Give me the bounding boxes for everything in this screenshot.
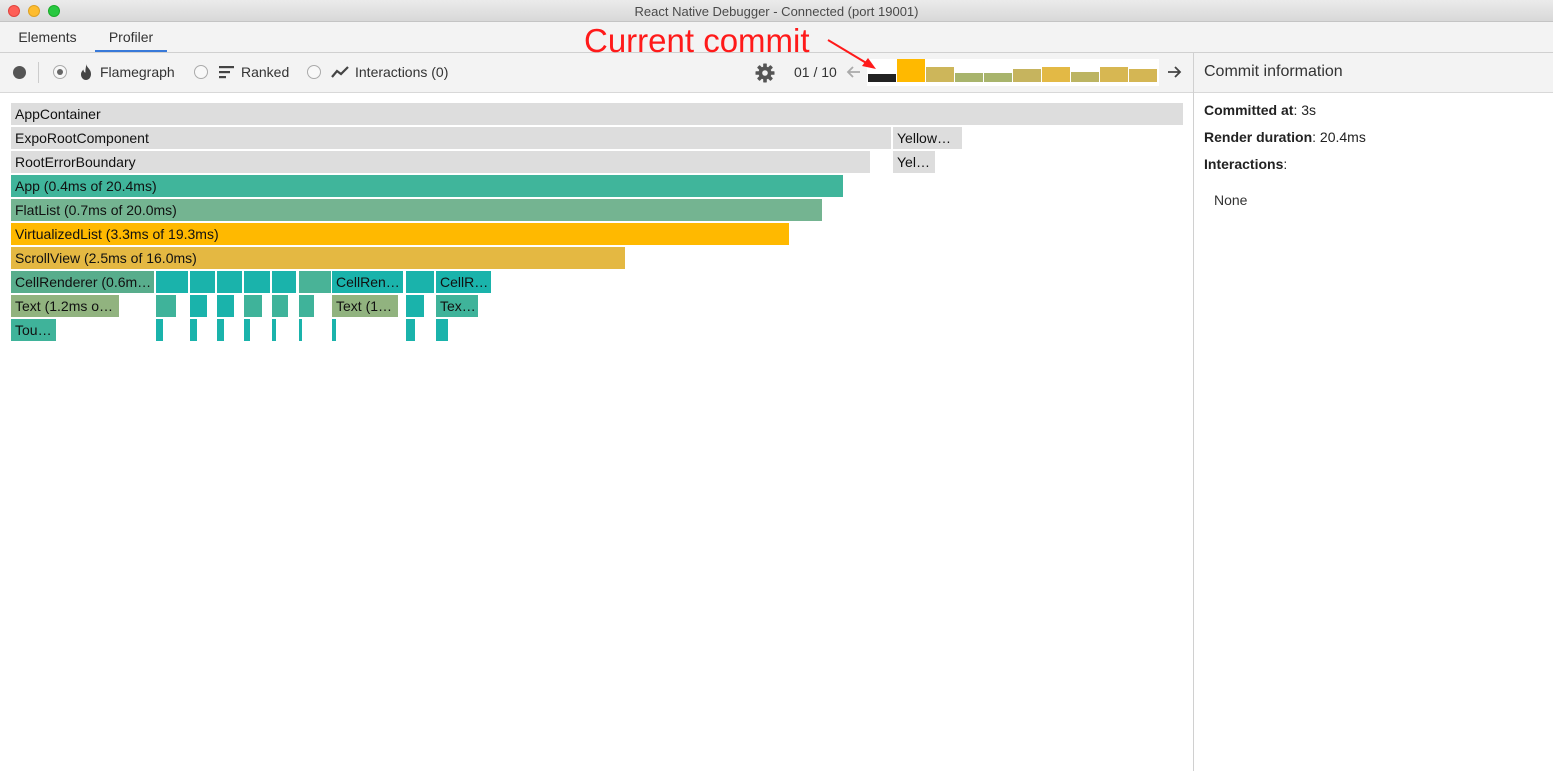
interactions-colon: : — [1283, 156, 1288, 172]
tab-elements[interactable]: Elements — [18, 29, 77, 45]
flamegraph-node[interactable]: VirtualizedList (3.3ms of 19.3ms) — [11, 223, 789, 245]
flamegraph-node[interactable] — [217, 271, 242, 293]
flamegraph-node[interactable]: Yellow… — [893, 127, 962, 149]
flamegraph-node[interactable]: CellRen… — [332, 271, 403, 293]
flamegraph-node[interactable] — [406, 295, 424, 317]
window-title: React Native Debugger - Connected (port … — [634, 4, 919, 19]
flamegraph-node[interactable]: ExpoRootComponent — [11, 127, 891, 149]
flamegraph-node[interactable] — [156, 319, 163, 341]
flamegraph-chart: AppContainer ExpoRootComponent Yellow… Root… — [0, 93, 1193, 771]
commit-bar[interactable] — [897, 59, 925, 82]
flamegraph-node[interactable]: Text (1… — [332, 295, 398, 317]
flamegraph-node[interactable] — [299, 271, 331, 293]
commit-bar[interactable] — [1013, 69, 1041, 82]
flamegraph-node[interactable] — [244, 271, 270, 293]
interactions-heading: Interactions — [1204, 156, 1284, 172]
close-window-button[interactable] — [8, 5, 20, 17]
next-commit-arrow-icon[interactable] — [1165, 63, 1183, 81]
title-bar: React Native Debugger - Connected (port … — [0, 0, 1553, 22]
committed-at-row: Committed at: 3s — [1204, 102, 1316, 118]
toolbar-divider — [38, 62, 39, 83]
flamegraph-node[interactable]: CellR… — [436, 271, 491, 293]
flamegraph-node[interactable]: App (0.4ms of 20.4ms) — [11, 175, 843, 197]
commit-bar[interactable] — [955, 73, 983, 82]
annotation-arrow-icon — [827, 39, 876, 69]
flamegraph-node[interactable] — [299, 295, 314, 317]
flamegraph-node[interactable] — [244, 295, 262, 317]
flamegraph-node[interactable] — [190, 271, 215, 293]
flamegraph-node[interactable]: Tex… — [436, 295, 478, 317]
current-commit-annotation: Current commit — [584, 22, 810, 59]
flamegraph-node[interactable] — [156, 295, 176, 317]
commit-bar[interactable] — [1129, 69, 1157, 82]
flamegraph-node[interactable]: Tou… — [11, 319, 56, 341]
interactions-none: None — [1214, 192, 1248, 208]
flamegraph-node[interactable]: Text (1.2ms o… — [11, 295, 119, 317]
flamegraph-node[interactable] — [406, 319, 415, 341]
flamegraph-node[interactable] — [299, 319, 302, 341]
flamegraph-node[interactable] — [190, 295, 207, 317]
interactions-icon — [331, 66, 349, 78]
flamegraph-node[interactable] — [332, 319, 336, 341]
commit-bar[interactable] — [926, 67, 954, 82]
interactions-row: Interactions: — [1204, 156, 1287, 172]
zoom-window-button[interactable] — [48, 5, 60, 17]
flamegraph-node[interactable] — [406, 271, 434, 293]
flamegraph-node[interactable] — [436, 319, 448, 341]
ranked-icon — [219, 66, 234, 79]
flamegraph-node[interactable] — [272, 295, 288, 317]
flamegraph-node[interactable]: CellRenderer (0.6m… — [11, 271, 154, 293]
commit-counter: 01 / 10 — [794, 64, 837, 80]
flamegraph-node[interactable]: Yel… — [893, 151, 935, 173]
flamegraph-node[interactable] — [272, 319, 276, 341]
flamegraph-node[interactable] — [156, 271, 188, 293]
flamegraph-node[interactable] — [190, 319, 197, 341]
commit-selector[interactable] — [867, 59, 1159, 86]
commit-bar[interactable] — [1100, 67, 1128, 82]
flamegraph-node[interactable] — [272, 271, 296, 293]
flamegraph-node[interactable] — [244, 319, 250, 341]
commit-bar[interactable] — [984, 73, 1012, 82]
devtools-tabs: Elements Profiler — [0, 22, 1553, 53]
gear-icon[interactable] — [755, 63, 775, 83]
profiler-toolbar: Flamegraph Ranked Interactions (0) 01 / … — [0, 53, 1193, 93]
flame-icon — [81, 64, 91, 80]
ranked-label[interactable]: Ranked — [241, 64, 290, 80]
flamegraph-label[interactable]: Flamegraph — [100, 64, 175, 80]
previous-commit-arrow-icon[interactable] — [845, 63, 863, 81]
flamegraph-node[interactable]: RootErrorBoundary — [11, 151, 870, 173]
ranked-radio[interactable] — [194, 65, 208, 79]
render-duration-row: Render duration: 20.4ms — [1204, 129, 1366, 145]
tab-profiler[interactable]: Profiler — [95, 22, 167, 52]
commit-bar[interactable] — [1042, 67, 1070, 82]
commit-info-title: Commit information — [1194, 53, 1553, 93]
minimize-window-button[interactable] — [28, 5, 40, 17]
commit-information-panel: Commit information Committed at: 3s Rend… — [1193, 53, 1553, 771]
flamegraph-radio[interactable] — [53, 65, 67, 79]
flamegraph-node[interactable] — [217, 319, 224, 341]
flamegraph-node[interactable]: ScrollView (2.5ms of 16.0ms) — [11, 247, 625, 269]
interactions-radio[interactable] — [307, 65, 321, 79]
committed-at-value: : 3s — [1293, 102, 1317, 118]
interactions-label[interactable]: Interactions (0) — [355, 64, 449, 80]
flamegraph-node[interactable]: AppContainer — [11, 103, 1183, 125]
commit-bar[interactable] — [1071, 72, 1099, 82]
commit-bar-selected[interactable] — [868, 74, 896, 82]
record-button[interactable] — [13, 66, 26, 79]
render-duration-label: Render duration — [1204, 129, 1313, 145]
committed-at-label: Committed at — [1204, 102, 1294, 118]
flamegraph-node[interactable] — [217, 295, 234, 317]
flamegraph-node[interactable]: FlatList (0.7ms of 20.0ms) — [11, 199, 822, 221]
render-duration-value: : 20.4ms — [1312, 129, 1366, 145]
